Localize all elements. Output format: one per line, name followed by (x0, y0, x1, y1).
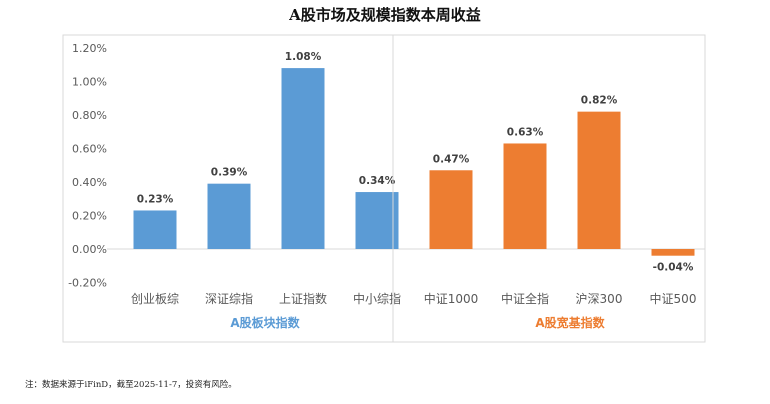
category-label: 中证500 (650, 291, 697, 306)
category-label: 中证全指 (501, 291, 549, 306)
data-label: 1.08% (285, 51, 322, 63)
data-label: 0.39% (211, 167, 248, 179)
data-label: -0.04% (653, 262, 694, 274)
y-tick-label: 1.00% (72, 76, 107, 89)
bar-6 (503, 143, 547, 249)
category-label: 上证指数 (279, 291, 327, 306)
bar-2 (207, 183, 251, 249)
group-label: A股板块指数 (230, 315, 300, 330)
data-label: 0.63% (507, 126, 544, 138)
data-label: 0.47% (433, 153, 470, 165)
bar-4 (355, 192, 399, 249)
y-tick-label: 0.60% (72, 143, 107, 156)
footnote: 注：数据来源于iFinD，截至2025-11-7，投资有风险。 (25, 380, 237, 390)
bar-8 (651, 249, 695, 256)
y-tick-label: 1.20% (72, 42, 107, 55)
bar-3 (281, 68, 325, 249)
y-tick-label: 0.20% (72, 210, 107, 223)
category-label: 沪深300 (576, 292, 623, 306)
y-tick-label: 0.40% (72, 176, 107, 189)
bar-5 (429, 170, 473, 249)
group-label: A股宽基指数 (535, 315, 605, 330)
chart-title: A股市场及规模指数本周收益 (289, 6, 481, 24)
category-label: 中证1000 (424, 291, 479, 306)
y-tick-label: 0.80% (72, 109, 107, 122)
data-label: 0.82% (581, 95, 618, 107)
category-label: 深证综指 (205, 291, 253, 306)
y-tick-label: -0.20% (68, 277, 107, 290)
y-tick-label: 0.00% (72, 243, 107, 256)
bar-7 (577, 111, 621, 250)
bar-1 (133, 210, 177, 249)
plot-frame (62, 34, 706, 343)
category-label: 中小综指 (353, 291, 401, 306)
data-label: 0.23% (137, 193, 174, 205)
data-label: 0.34% (359, 175, 396, 187)
category-label: 创业板综 (131, 292, 179, 306)
